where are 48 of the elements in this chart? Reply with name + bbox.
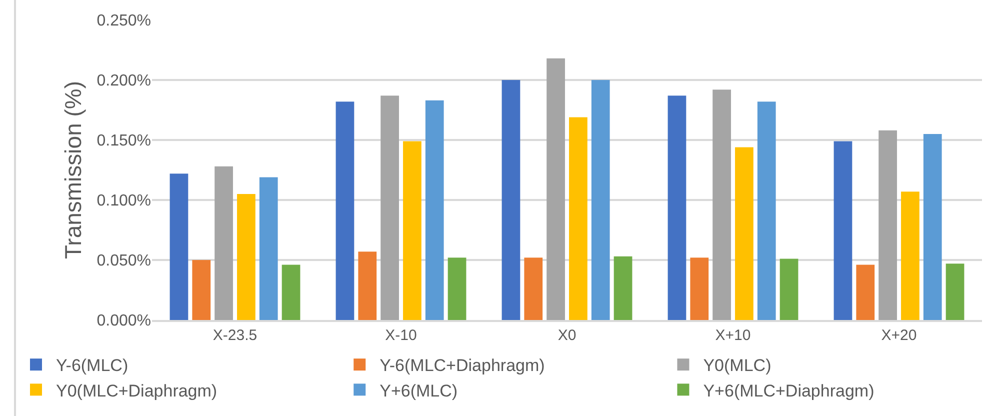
- bar: [403, 141, 422, 320]
- bar: [569, 117, 588, 320]
- bar: [614, 256, 632, 320]
- y-tick-label: 0.100%: [96, 192, 151, 210]
- bar: [282, 264, 300, 320]
- legend-label: Y+6(MLC): [380, 381, 458, 400]
- bar: [946, 264, 964, 320]
- bar: [856, 264, 875, 320]
- bar: [834, 141, 852, 320]
- y-tick-label: 0.250%: [96, 12, 151, 30]
- y-axis-title: Transmission (%): [60, 80, 86, 260]
- legend-label: Y+6(MLC+Diaphragm): [703, 381, 874, 400]
- x-tick-label: X-10: [385, 327, 417, 344]
- x-tick-label: X+20: [881, 327, 917, 344]
- bar: [237, 194, 256, 320]
- y-tick-label: 0.150%: [96, 132, 151, 150]
- y-tick-label: 0.000%: [96, 312, 151, 330]
- x-tick-label: X-23.5: [212, 327, 258, 344]
- bar: [502, 80, 520, 320]
- x-tick-label: X+10: [715, 327, 751, 344]
- x-tick-label: X0: [558, 327, 576, 344]
- legend-label: Y0(MLC+Diaphragm): [56, 381, 218, 400]
- bar: [524, 258, 543, 320]
- bar: [170, 174, 188, 320]
- bar: [712, 90, 731, 320]
- bar: [425, 100, 444, 320]
- bar: [901, 192, 920, 320]
- bar: [878, 130, 897, 320]
- bar: [546, 58, 565, 320]
- bar: [259, 177, 278, 320]
- bar: [780, 258, 798, 320]
- y-tick-label: 0.200%: [96, 72, 151, 90]
- bar: [336, 102, 354, 320]
- bar: [923, 134, 942, 320]
- legend-label: Y-6(MLC): [56, 356, 128, 376]
- bar: [380, 96, 399, 320]
- bar: [757, 102, 776, 320]
- legend-label: Y-6(MLC+Diaphragm): [380, 356, 545, 376]
- legend-label: Y0(MLC): [703, 356, 772, 376]
- bar: [591, 80, 610, 320]
- y-tick-label: 0.050%: [96, 252, 151, 270]
- bar: [448, 258, 466, 320]
- bar: [735, 147, 754, 320]
- bar: [358, 252, 377, 320]
- bar: [214, 166, 233, 320]
- bar: [192, 260, 211, 320]
- bar: [690, 258, 709, 320]
- bar: [668, 96, 686, 320]
